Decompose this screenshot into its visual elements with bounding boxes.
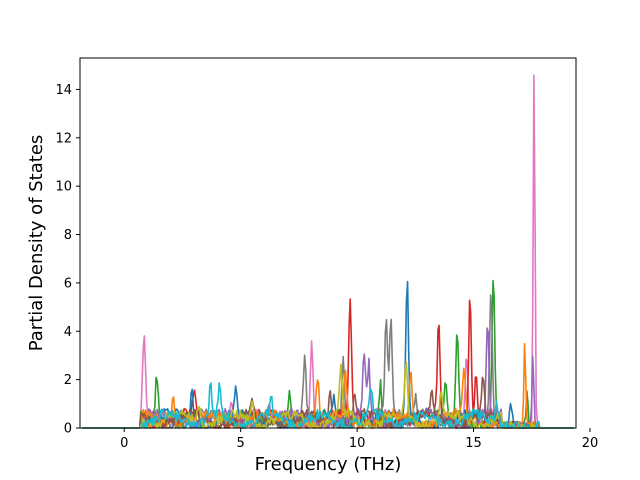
y-tick-label: 10 — [55, 180, 72, 195]
y-tick-label: 0 — [64, 422, 72, 437]
x-tick-label: 10 — [349, 436, 366, 451]
x-tick-label: 20 — [582, 436, 599, 451]
series-line-8 — [82, 361, 574, 429]
y-ticks: 0 2 4 6 8 10 12 14 — [55, 83, 80, 437]
x-tick-label: 5 — [237, 436, 245, 451]
y-tick-label: 2 — [64, 373, 72, 388]
x-ticks: 0 5 10 15 20 — [120, 428, 598, 451]
x-axis-title: Frequency (THz) — [255, 454, 402, 475]
y-tick-label: 14 — [55, 83, 72, 98]
y-tick-label: 6 — [64, 276, 72, 291]
y-axis-title: Partial Density of States — [26, 135, 47, 352]
y-tick-label: 4 — [64, 325, 72, 340]
series-line-9 — [82, 382, 574, 429]
x-tick-label: 15 — [465, 436, 482, 451]
plot-frame — [79, 57, 577, 429]
x-tick-label: 0 — [120, 436, 128, 451]
y-tick-label: 12 — [55, 131, 72, 146]
y-tick-label: 8 — [64, 228, 72, 243]
plot-area — [80, 58, 576, 428]
